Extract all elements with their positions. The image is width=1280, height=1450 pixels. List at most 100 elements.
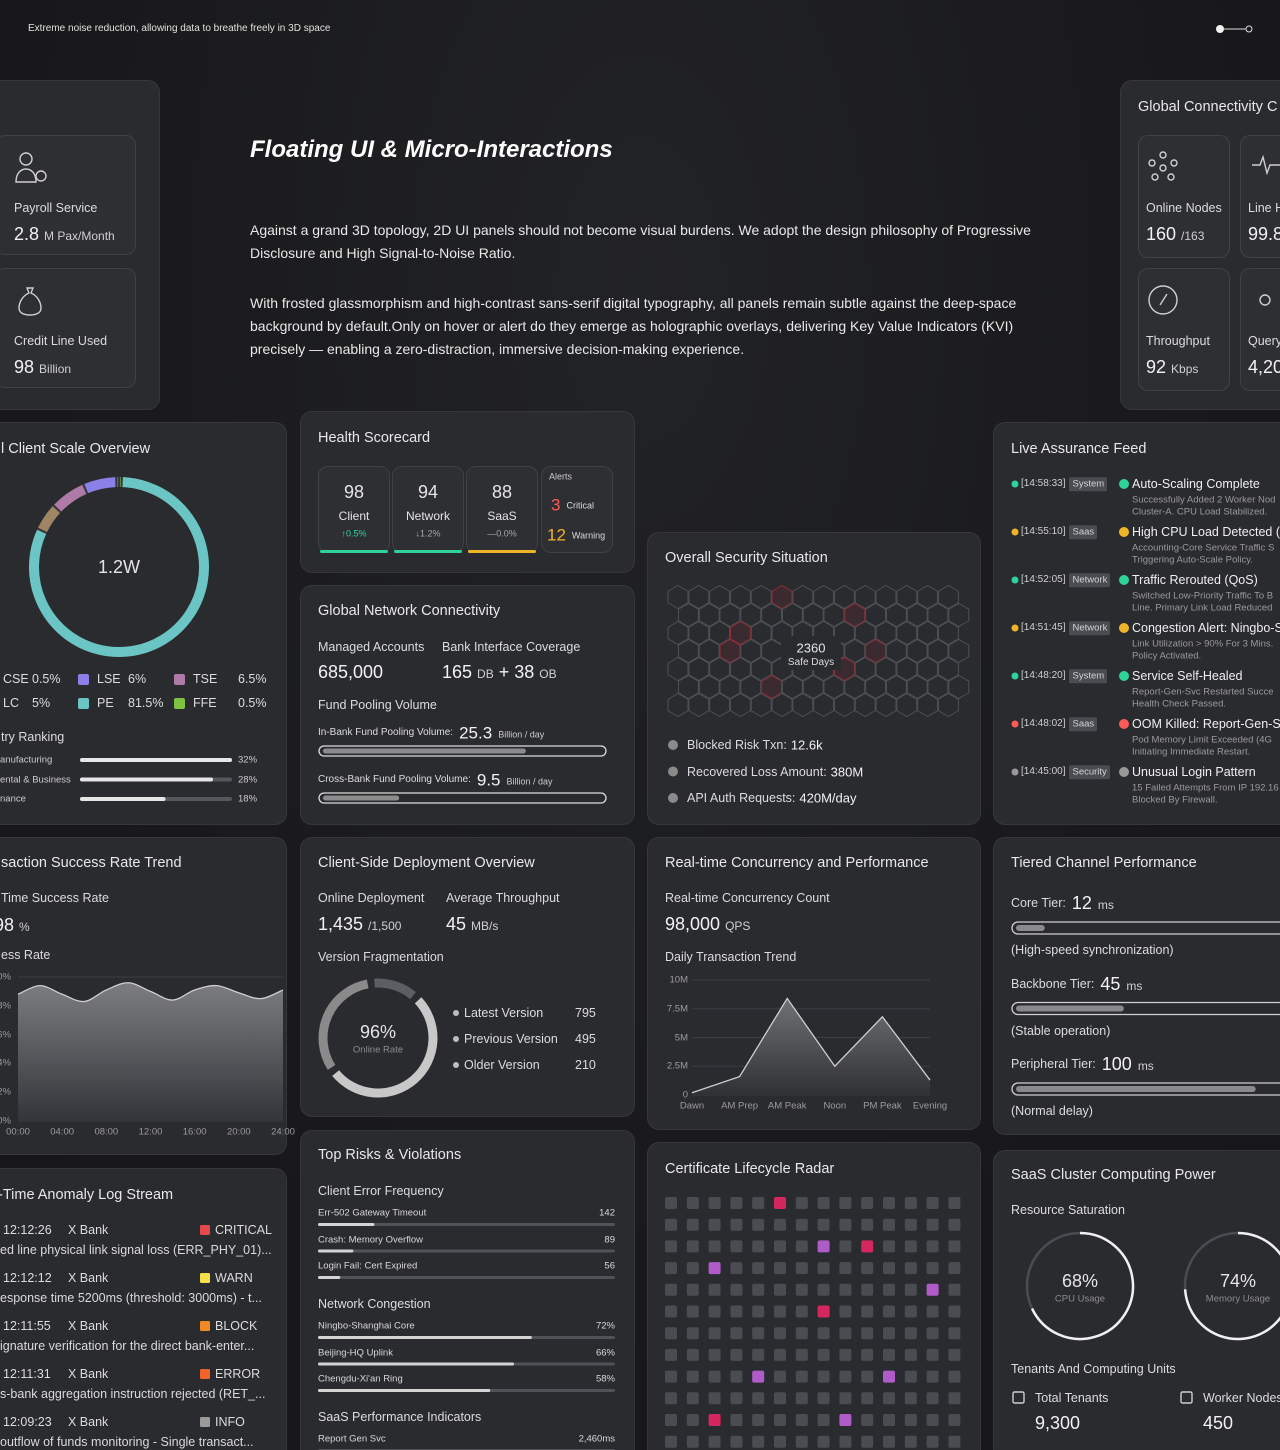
hex-cell — [875, 584, 897, 610]
legend-swatch — [174, 674, 185, 685]
value: 420M/day — [799, 790, 857, 806]
pool-track — [318, 792, 607, 804]
label: nance — [0, 793, 26, 805]
cert-cell — [861, 1348, 874, 1361]
unit: % — [19, 920, 30, 934]
cert-cell — [795, 1240, 808, 1253]
unit: /163 — [1181, 229, 1205, 243]
status-dot — [1011, 672, 1019, 680]
icon-query — [1259, 294, 1271, 306]
label: Resource Saturation — [1011, 1202, 1125, 1217]
panel-title: SaaS Cluster Computing Power — [1011, 1166, 1216, 1183]
cert-cell — [904, 1305, 917, 1318]
cert-cell — [686, 1435, 699, 1448]
cert-cell — [883, 1262, 895, 1275]
hex-cell — [906, 602, 928, 628]
hex-cell — [792, 692, 814, 718]
hex-cell — [677, 638, 699, 664]
risk-bar — [318, 1276, 341, 1279]
hex-cell — [750, 656, 772, 682]
label: Older Version — [464, 1057, 540, 1072]
y-tick-label: 100% — [0, 971, 11, 983]
unit-icon — [1180, 1391, 1193, 1404]
label: outflow of funds monitoring - Single tra… — [0, 1434, 254, 1449]
label: Alerts — [549, 471, 573, 482]
cert-cell — [926, 1370, 939, 1383]
label: Link Utilization > 90% For 3 Mins. — [1132, 638, 1274, 650]
cert-cell — [839, 1218, 852, 1231]
cert-cell — [861, 1197, 874, 1209]
cert-cell — [839, 1348, 852, 1361]
cert-cell — [730, 1435, 743, 1448]
hex-cell — [740, 674, 762, 700]
cert-cell — [926, 1197, 939, 1209]
x-tick-label: Evening — [912, 1100, 948, 1112]
cert-cell — [904, 1327, 917, 1340]
label: Report-Gen-Svc Restarted Succe — [1132, 686, 1274, 698]
cert-cell — [904, 1435, 917, 1448]
label: [14:58:33] — [1021, 478, 1066, 489]
cert-cell — [839, 1370, 852, 1383]
risk-track — [318, 1223, 615, 1226]
stat-icon — [668, 740, 678, 750]
legend-swatch — [78, 698, 89, 709]
cert-cell — [883, 1283, 895, 1296]
legend-name: LC — [3, 695, 19, 710]
delta: —0.0% — [487, 528, 517, 539]
label: Daily Transaction Trend — [665, 949, 797, 964]
cert-cell — [665, 1283, 677, 1296]
cert-cell — [708, 1414, 721, 1426]
label: INFO — [215, 1414, 245, 1429]
hex-cell — [740, 638, 762, 664]
cert-cell — [774, 1348, 786, 1361]
event-title: High CPU Load Detected ( — [1132, 524, 1280, 539]
cert-cell — [926, 1283, 939, 1296]
cert-cell — [926, 1240, 939, 1253]
alert-count: 12 — [547, 525, 566, 545]
label: Real-time Concurrency Count — [665, 890, 830, 905]
panel-title: -Time Anomaly Log Stream — [0, 1186, 174, 1203]
label: Safe Days — [787, 657, 835, 668]
value: 98,000 — [665, 914, 721, 934]
panel-title: Tiered Channel Performance — [1011, 854, 1197, 871]
cert-cell — [730, 1240, 743, 1253]
cert-cell — [665, 1240, 677, 1253]
cert-cell — [708, 1327, 721, 1340]
cert-cell — [904, 1197, 917, 1209]
x-tick-label: AM Peak — [767, 1100, 807, 1112]
rank-bar — [80, 797, 166, 801]
hex-cell — [813, 692, 835, 718]
hex-cell — [761, 674, 783, 700]
label: X Bank — [68, 1366, 109, 1381]
legend-name: LSE — [97, 671, 121, 686]
gauge-value: 74% — [1219, 1271, 1257, 1291]
icon-person — [19, 152, 33, 166]
cert-cell — [730, 1370, 743, 1383]
hex-cell — [948, 602, 970, 628]
label: Warning — [571, 530, 606, 541]
label: Ningbo-Shanghai Core — [318, 1320, 415, 1332]
status-dot — [1011, 480, 1019, 488]
cert-cell — [686, 1197, 699, 1209]
cert-cell — [795, 1262, 808, 1275]
cert-cell — [795, 1305, 808, 1318]
cert-cell — [730, 1197, 743, 1209]
donut-segment — [332, 997, 438, 1098]
cert-cell — [883, 1305, 895, 1318]
cert-cell — [686, 1370, 699, 1383]
label: X Bank — [68, 1222, 109, 1237]
icon-gauge — [1148, 285, 1178, 315]
legend-swatch — [78, 674, 89, 685]
cert-cell — [752, 1262, 765, 1275]
donut-segment — [84, 477, 116, 494]
label: Recovered Loss Amount: — [687, 764, 827, 779]
cert-cell — [665, 1197, 677, 1209]
cert-cell — [926, 1327, 939, 1340]
cert-cell — [730, 1414, 743, 1426]
cert-cell — [904, 1392, 917, 1405]
label: [14:48:02] — [1021, 718, 1066, 729]
risk-bar — [318, 1249, 354, 1253]
